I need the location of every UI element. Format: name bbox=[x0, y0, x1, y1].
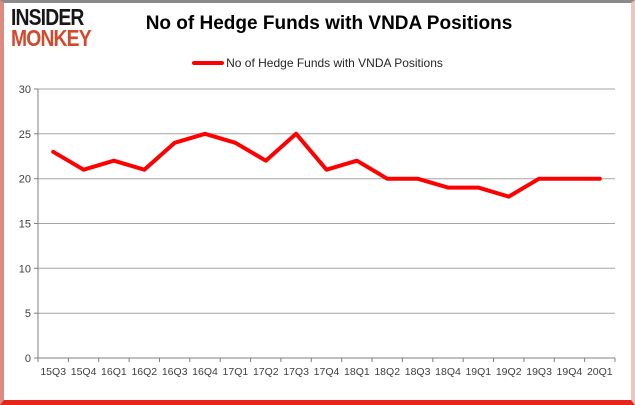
svg-text:16Q3: 16Q3 bbox=[162, 366, 188, 378]
svg-text:20Q1: 20Q1 bbox=[587, 366, 613, 378]
svg-text:17Q3: 17Q3 bbox=[283, 366, 309, 378]
insider-monkey-logo: INSIDER MONKEY bbox=[11, 4, 106, 52]
svg-text:30: 30 bbox=[19, 84, 31, 96]
svg-text:25: 25 bbox=[19, 129, 31, 141]
svg-text:5: 5 bbox=[25, 308, 31, 320]
svg-text:17Q4: 17Q4 bbox=[314, 366, 340, 378]
svg-text:18Q2: 18Q2 bbox=[374, 366, 400, 378]
legend: No of Hedge Funds with VNDA Positions bbox=[4, 56, 631, 70]
svg-text:19Q3: 19Q3 bbox=[526, 366, 552, 378]
svg-text:19Q4: 19Q4 bbox=[557, 366, 583, 378]
svg-text:18Q4: 18Q4 bbox=[435, 366, 461, 378]
svg-text:15: 15 bbox=[19, 219, 31, 231]
svg-text:19Q2: 19Q2 bbox=[496, 366, 522, 378]
legend-line-swatch bbox=[192, 61, 225, 65]
svg-text:0: 0 bbox=[25, 353, 31, 365]
legend-label: No of Hedge Funds with VNDA Positions bbox=[226, 56, 443, 70]
svg-text:10: 10 bbox=[19, 263, 31, 275]
hedge-funds-line-chart: 0 5 10 15 20 25 30 15Q3 15Q4 16Q1 16Q2 16Q3 16Q4 17Q1… bbox=[19, 84, 616, 378]
svg-text:18Q3: 18Q3 bbox=[405, 366, 431, 378]
svg-text:15Q4: 15Q4 bbox=[71, 366, 97, 378]
svg-text:19Q1: 19Q1 bbox=[465, 366, 491, 378]
logo-text-monkey: MONKEY bbox=[11, 25, 92, 52]
svg-text:16Q2: 16Q2 bbox=[131, 366, 157, 378]
chart-title: No of Hedge Funds with VNDA Positions bbox=[145, 13, 513, 34]
svg-text:16Q1: 16Q1 bbox=[101, 366, 127, 378]
svg-text:18Q1: 18Q1 bbox=[344, 366, 370, 378]
logo-text-insider: INSIDER bbox=[11, 4, 84, 30]
svg-text:20: 20 bbox=[19, 174, 31, 186]
svg-text:17Q2: 17Q2 bbox=[253, 366, 279, 378]
svg-text:16Q4: 16Q4 bbox=[192, 366, 218, 378]
svg-text:15Q3: 15Q3 bbox=[40, 366, 66, 378]
svg-text:17Q1: 17Q1 bbox=[223, 366, 249, 378]
